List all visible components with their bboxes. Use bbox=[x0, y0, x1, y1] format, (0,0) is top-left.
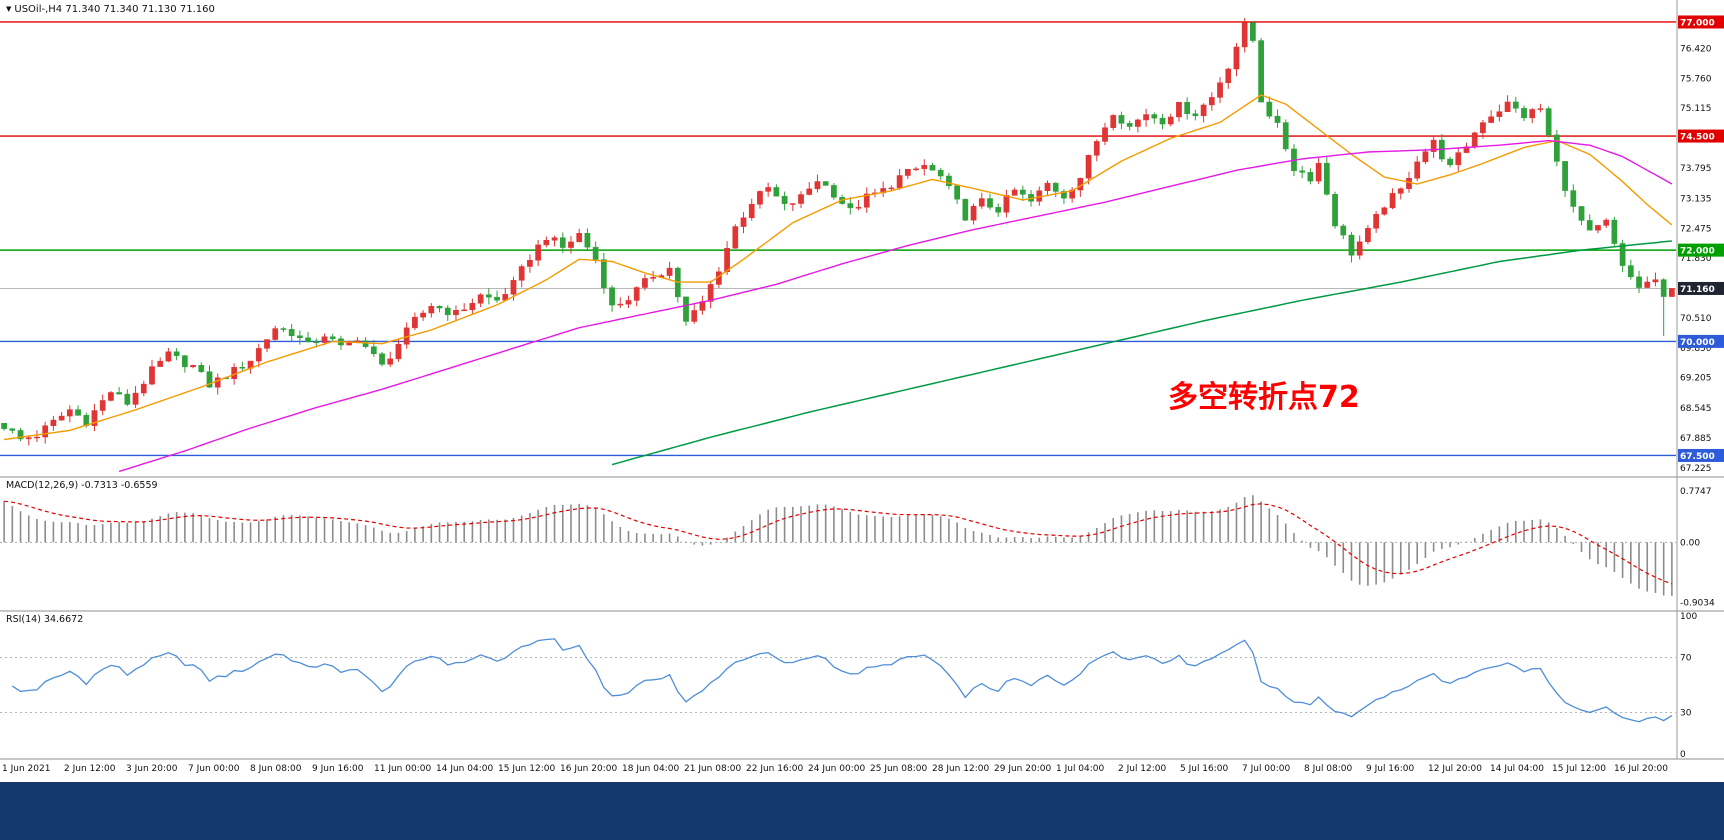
indicator-tick-label: 70 bbox=[1680, 653, 1692, 663]
collapse-arrow-icon: ▼ bbox=[6, 5, 12, 13]
x-axis-label: 15 Jun 12:00 bbox=[498, 764, 555, 774]
y-tick-label: 72.475 bbox=[1680, 224, 1712, 234]
x-axis-label: 3 Jun 20:00 bbox=[126, 764, 178, 774]
y-tick-label: 69.205 bbox=[1680, 374, 1712, 384]
y-tick-label: 75.115 bbox=[1680, 104, 1712, 114]
x-axis-label: 9 Jun 16:00 bbox=[312, 764, 364, 774]
x-axis-label: 14 Jul 04:00 bbox=[1490, 764, 1544, 774]
rsi-label: RSI(14) 34.6672 bbox=[6, 614, 84, 625]
price-levels-layer bbox=[0, 21, 1676, 457]
y-tick-label: 70.510 bbox=[1680, 314, 1712, 324]
y-tick-label: 69.850 bbox=[1680, 344, 1712, 354]
symbol-ohlc-label: ▼ USOil-,H4 71.340 71.340 71.130 71.160 bbox=[6, 4, 215, 15]
annotation-text[interactable]: 多空转折点72 bbox=[1168, 380, 1360, 415]
x-axis-label: 5 Jul 16:00 bbox=[1180, 764, 1229, 774]
price-level-badge: 72.000 bbox=[1680, 247, 1715, 257]
y-tick-label: 76.420 bbox=[1680, 44, 1712, 54]
x-axis-label: 15 Jul 12:00 bbox=[1552, 764, 1606, 774]
x-axis-label: 29 Jun 20:00 bbox=[994, 764, 1051, 774]
macd-label: MACD(12,26,9) -0.7313 -0.6559 bbox=[6, 480, 158, 491]
y-tick-label: 75.760 bbox=[1680, 75, 1712, 85]
candles-layer bbox=[1, 18, 1675, 446]
x-axis-label: 8 Jul 08:00 bbox=[1304, 764, 1353, 774]
price-axis[interactable]: 76.42075.76075.11574.45573.79573.13572.4… bbox=[1676, 0, 1724, 760]
rsi-layer bbox=[0, 638, 1676, 723]
y-tick-label: 67.225 bbox=[1680, 464, 1712, 474]
indicator-tick-label: 100 bbox=[1680, 612, 1697, 622]
symbol-ohlc-text: USOil-,H4 71.340 71.340 71.130 71.160 bbox=[14, 4, 215, 15]
x-axis-label: 18 Jun 04:00 bbox=[622, 764, 679, 774]
price-level-badge: 77.000 bbox=[1680, 18, 1715, 28]
time-axis[interactable]: 1 Jun 2021 2 Jun 12:00 3 Jun 20:00 7 Jun 00… bbox=[2, 764, 1668, 774]
x-axis-label: 16 Jul 20:00 bbox=[1614, 764, 1668, 774]
x-axis-label: 7 Jul 00:00 bbox=[1242, 764, 1291, 774]
x-axis-label: 1 Jun 2021 bbox=[2, 764, 50, 774]
window-bottom-bar bbox=[0, 782, 1724, 840]
price-level-badge: 71.160 bbox=[1680, 285, 1715, 295]
indicator-tick-label: -0.9034 bbox=[1680, 598, 1715, 608]
indicator-tick-label: 0.7747 bbox=[1680, 487, 1712, 497]
macd-layer bbox=[0, 495, 1676, 596]
x-axis-label: 21 Jun 08:00 bbox=[684, 764, 741, 774]
indicator-tick-label: 30 bbox=[1680, 709, 1692, 719]
x-axis-label: 1 Jul 04:00 bbox=[1056, 764, 1105, 774]
macd-signal-line bbox=[4, 500, 1673, 585]
price-level-badge: 74.500 bbox=[1680, 133, 1715, 143]
x-axis-label: 14 Jun 04:00 bbox=[436, 764, 493, 774]
x-axis-label: 7 Jun 00:00 bbox=[188, 764, 240, 774]
x-axis-label: 11 Jun 00:00 bbox=[374, 764, 431, 774]
y-tick-label: 71.830 bbox=[1680, 254, 1712, 264]
x-axis-label: 22 Jun 16:00 bbox=[746, 764, 803, 774]
indicator-tick-label: 0.00 bbox=[1680, 538, 1700, 548]
y-tick-label: 73.795 bbox=[1680, 164, 1712, 174]
x-axis-label: 2 Jul 12:00 bbox=[1118, 764, 1167, 774]
x-axis-label: 25 Jun 08:00 bbox=[870, 764, 927, 774]
panel-separators bbox=[0, 476, 1724, 760]
price-level-badge: 70.000 bbox=[1680, 338, 1715, 348]
x-axis-label: 9 Jul 16:00 bbox=[1366, 764, 1415, 774]
indicator-tick-label: 0 bbox=[1680, 750, 1686, 760]
x-axis-label: 16 Jun 20:00 bbox=[560, 764, 617, 774]
ma-slow-green bbox=[611, 240, 1672, 466]
ma-fast-orange bbox=[4, 94, 1673, 441]
y-tick-label: 73.135 bbox=[1680, 194, 1712, 204]
x-axis-label: 28 Jun 12:00 bbox=[932, 764, 989, 774]
rsi-line bbox=[11, 638, 1673, 723]
price-level-badge: 67.500 bbox=[1680, 452, 1715, 462]
x-axis-label: 8 Jun 08:00 bbox=[250, 764, 302, 774]
y-tick-label: 68.545 bbox=[1680, 404, 1712, 414]
ma-mid-magenta bbox=[118, 139, 1673, 473]
x-axis-label: 12 Jul 20:00 bbox=[1428, 764, 1482, 774]
x-axis-label: 24 Jun 00:00 bbox=[808, 764, 865, 774]
x-axis-label: 2 Jun 12:00 bbox=[64, 764, 116, 774]
y-tick-label: 67.885 bbox=[1680, 434, 1712, 444]
moving-averages-layer bbox=[4, 94, 1673, 473]
